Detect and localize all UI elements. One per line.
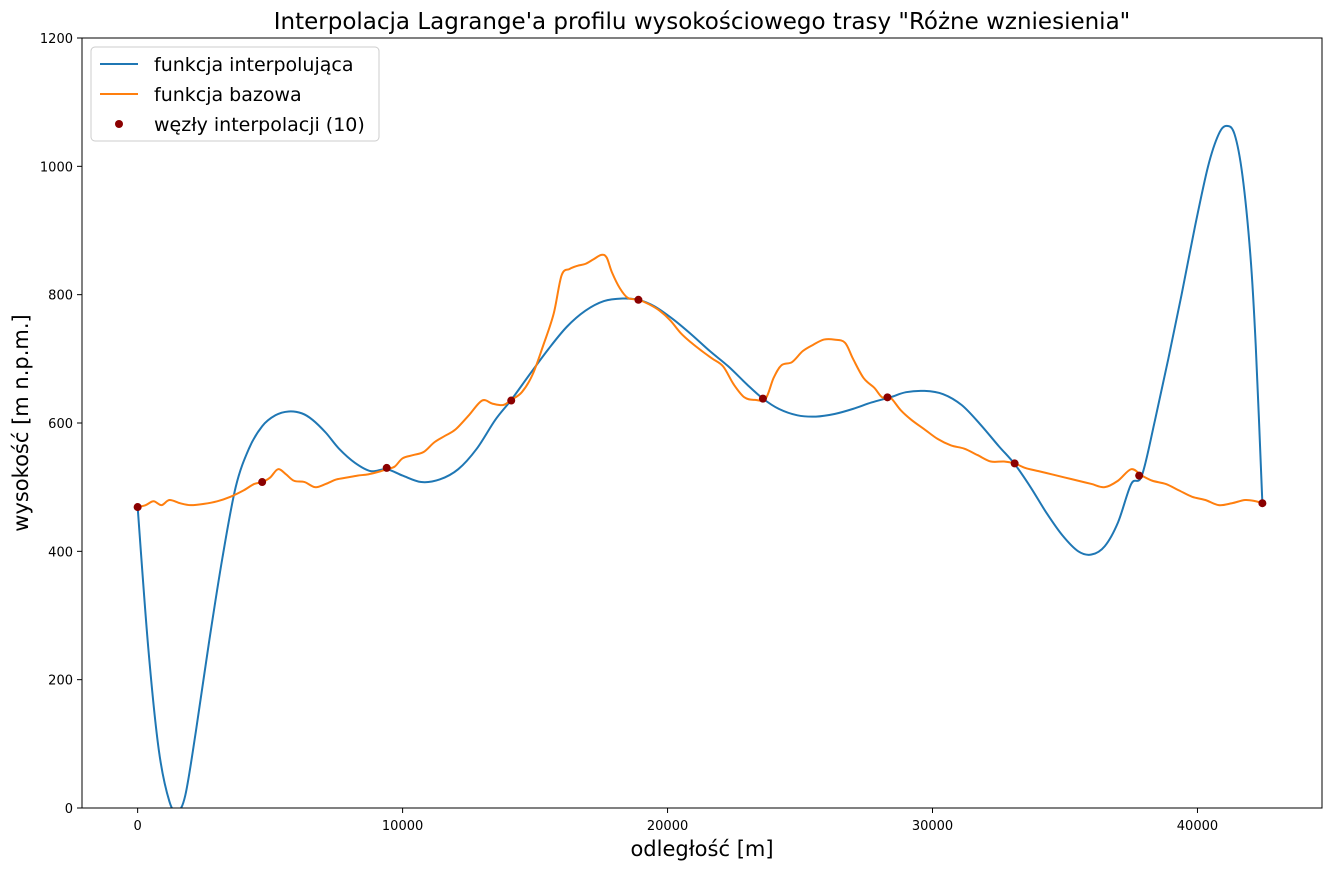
legend-label-base: funkcja bazowa bbox=[154, 84, 302, 106]
interpolation-node-point bbox=[133, 503, 142, 512]
y-tick-label: 600 bbox=[48, 417, 73, 432]
interpolation-node-point bbox=[1258, 499, 1267, 508]
interpolation-node-point bbox=[883, 393, 892, 402]
legend: funkcja interpolująca funkcja bazowa węz… bbox=[90, 46, 380, 142]
chart-title: Interpolacja Lagrange'a profilu wysokośc… bbox=[274, 9, 1131, 35]
x-tick-label: 30000 bbox=[912, 819, 953, 834]
interpolation-node-point bbox=[382, 463, 391, 472]
interpolation-node-point bbox=[634, 295, 643, 304]
x-axis-label: odległość [m] bbox=[630, 837, 773, 861]
plot-frame bbox=[81, 37, 1323, 809]
interpolation-node-point bbox=[1135, 471, 1144, 480]
x-tick-label: 40000 bbox=[1177, 819, 1218, 834]
interpolation-node-point bbox=[1010, 459, 1019, 468]
interpolation-node-point bbox=[258, 478, 267, 487]
y-tick-label: 1200 bbox=[40, 32, 73, 47]
interpolation-node-point bbox=[507, 396, 516, 405]
legend-label-nodes: węzły interpolacji (10) bbox=[154, 114, 365, 136]
interpolation-node-point bbox=[758, 394, 767, 403]
x-tick-label: 0 bbox=[134, 819, 142, 834]
x-tick-label: 20000 bbox=[647, 819, 688, 834]
series-base-line bbox=[137, 253, 1263, 509]
y-tick-label: 200 bbox=[48, 674, 73, 689]
series-interpolating-line bbox=[136, 124, 1264, 808]
y-axis-label: wysokość [m n.p.m.] bbox=[9, 314, 33, 531]
plot-area bbox=[133, 124, 1267, 808]
y-tick-label: 800 bbox=[48, 289, 73, 304]
y-tick-label: 1000 bbox=[40, 160, 73, 175]
y-tick-label: 400 bbox=[48, 545, 73, 560]
legend-label-interpolating: funkcja interpolująca bbox=[154, 54, 353, 76]
legend-box bbox=[90, 46, 380, 142]
y-tick-label: 0 bbox=[65, 802, 73, 817]
axes: 0 10000 20000 30000 40000 0 200 400 600 800 1000 12… bbox=[40, 32, 1218, 834]
legend-swatch-nodes bbox=[115, 120, 123, 128]
x-tick-label: 10000 bbox=[382, 819, 423, 834]
